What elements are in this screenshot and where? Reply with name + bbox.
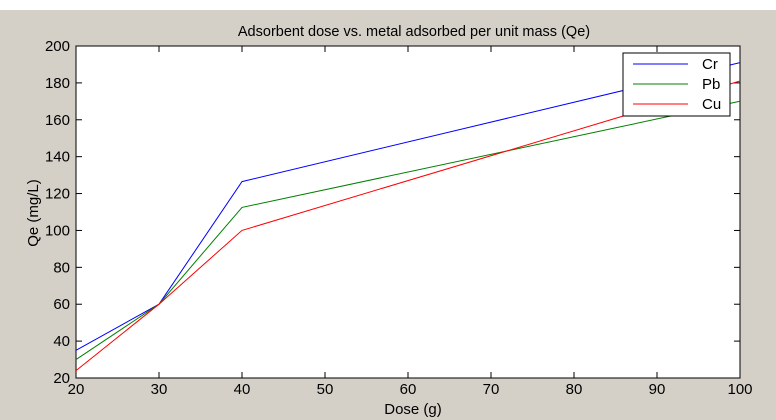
axis-tick-labels: 20 30 40 50 60 70 80 90 100 20 40 60 80 100 120 140 160 1… bbox=[45, 38, 753, 398]
y-tick-label: 40 bbox=[53, 333, 70, 350]
series-line-cu bbox=[75, 80, 741, 371]
x-tick-label: 90 bbox=[649, 381, 666, 398]
x-tick-label: 50 bbox=[317, 381, 334, 398]
y-tick-label: 200 bbox=[45, 38, 70, 55]
y-tick-label: 140 bbox=[45, 149, 70, 166]
x-tick-label: 100 bbox=[727, 381, 752, 398]
y-tick-label: 80 bbox=[53, 259, 70, 276]
chart-title: Adsorbent dose vs. metal adsorbed per un… bbox=[238, 24, 590, 40]
x-tick-label: 60 bbox=[400, 381, 417, 398]
y-tick-label: 180 bbox=[45, 75, 70, 92]
x-tick-label: 20 bbox=[68, 381, 85, 398]
series-lines bbox=[75, 62, 741, 371]
y-axis-label: Qe (mg/L) bbox=[25, 179, 42, 247]
axis-ticks bbox=[75, 45, 741, 379]
x-tick-label: 30 bbox=[151, 381, 168, 398]
legend-label-cr: Cr bbox=[702, 56, 718, 73]
legend-label-cu: Cu bbox=[702, 96, 721, 113]
legend: Cr Pb Cu bbox=[622, 52, 731, 117]
y-tick-label: 60 bbox=[53, 296, 70, 313]
x-tick-label: 40 bbox=[234, 381, 251, 398]
series-line-pb bbox=[75, 100, 741, 361]
y-tick-label: 160 bbox=[45, 112, 70, 129]
y-tick-label: 100 bbox=[45, 222, 70, 239]
x-tick-label: 80 bbox=[566, 381, 583, 398]
series-line-cr bbox=[75, 62, 741, 351]
x-axis-label: Dose (g) bbox=[384, 401, 442, 418]
y-tick-label: 20 bbox=[53, 370, 70, 387]
x-tick-label: 70 bbox=[483, 381, 500, 398]
y-tick-label: 120 bbox=[45, 186, 70, 203]
legend-label-pb: Pb bbox=[702, 76, 720, 93]
